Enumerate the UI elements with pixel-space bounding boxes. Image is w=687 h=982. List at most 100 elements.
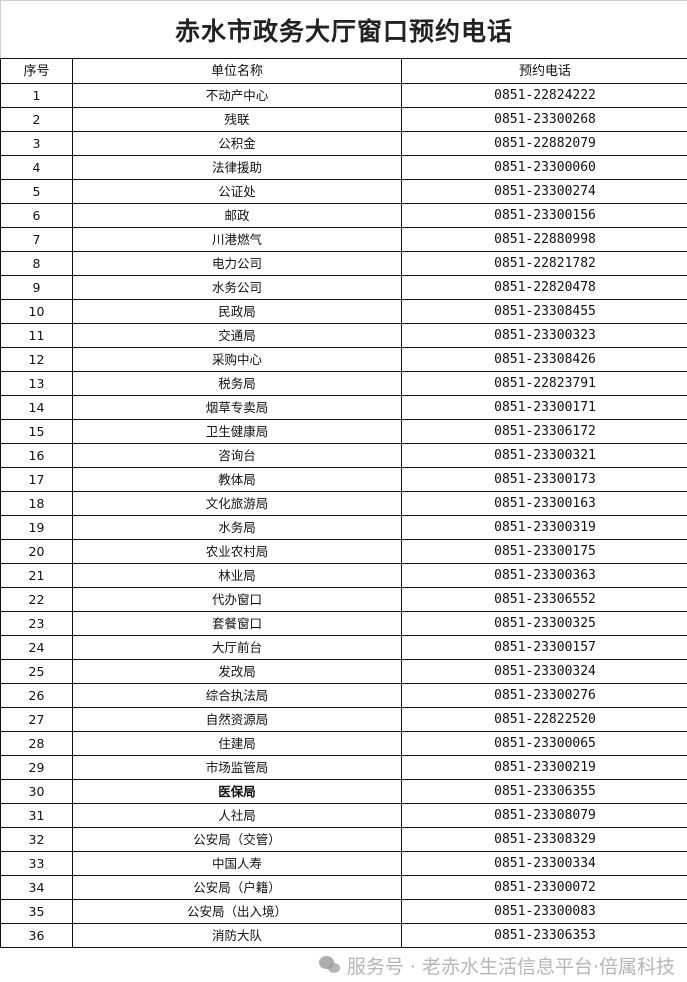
- cell-name: 公积金: [73, 132, 402, 156]
- cell-phone: 0851-23300268: [402, 108, 687, 132]
- cell-phone: 0851-23300163: [402, 492, 687, 516]
- cell-no: 2: [1, 108, 73, 132]
- cell-name: 发改局: [73, 660, 402, 684]
- cell-name: 林业局: [73, 564, 402, 588]
- cell-phone: 0851-23300065: [402, 732, 687, 756]
- cell-no: 35: [1, 900, 73, 924]
- cell-name: 教体局: [73, 468, 402, 492]
- cell-phone: 0851-23306353: [402, 924, 687, 948]
- cell-name: 公安局（交管）: [73, 828, 402, 852]
- cell-phone: 0851-23300072: [402, 876, 687, 900]
- cell-no: 11: [1, 324, 73, 348]
- cell-phone: 0851-23300219: [402, 756, 687, 780]
- cell-phone: 0851-22821782: [402, 252, 687, 276]
- cell-name: 中国人寿: [73, 852, 402, 876]
- cell-phone: 0851-23300083: [402, 900, 687, 924]
- cell-name: 川港燃气: [73, 228, 402, 252]
- cell-phone: 0851-23300334: [402, 852, 687, 876]
- cell-name: 消防大队: [73, 924, 402, 948]
- cell-name: 代办窗口: [73, 588, 402, 612]
- cell-phone: 0851-22824222: [402, 84, 687, 108]
- cell-phone: 0851-23308079: [402, 804, 687, 828]
- cell-no: 8: [1, 252, 73, 276]
- cell-no: 5: [1, 180, 73, 204]
- cell-phone: 0851-22820478: [402, 276, 687, 300]
- cell-phone: 0851-23300319: [402, 516, 687, 540]
- cell-phone: 0851-22823791: [402, 372, 687, 396]
- header-phone: 预约电话: [402, 59, 687, 84]
- header-no: 序号: [1, 59, 73, 84]
- cell-name: 文化旅游局: [73, 492, 402, 516]
- cell-name: 住建局: [73, 732, 402, 756]
- table-header-row: 序号 单位名称 预约电话: [1, 59, 687, 84]
- cell-phone: 0851-22880998: [402, 228, 687, 252]
- header-name: 单位名称: [73, 59, 402, 84]
- cell-no: 23: [1, 612, 73, 636]
- cell-name: 邮政: [73, 204, 402, 228]
- cell-phone: 0851-23300321: [402, 444, 687, 468]
- cell-name: 电力公司: [73, 252, 402, 276]
- cell-no: 3: [1, 132, 73, 156]
- cell-name: 水务局: [73, 516, 402, 540]
- cell-no: 20: [1, 540, 73, 564]
- cell-name: 水务公司: [73, 276, 402, 300]
- cell-no: 17: [1, 468, 73, 492]
- cell-phone: 0851-23300171: [402, 396, 687, 420]
- cell-name: 税务局: [73, 372, 402, 396]
- cell-no: 32: [1, 828, 73, 852]
- cell-name: 套餐窗口: [73, 612, 402, 636]
- cell-no: 27: [1, 708, 73, 732]
- cell-no: 29: [1, 756, 73, 780]
- cell-name: 自然资源局: [73, 708, 402, 732]
- cell-no: 25: [1, 660, 73, 684]
- cell-no: 33: [1, 852, 73, 876]
- cell-name: 公证处: [73, 180, 402, 204]
- cell-name: 医保局: [73, 780, 402, 804]
- cell-phone: 0851-22822520: [402, 708, 687, 732]
- cell-no: 1: [1, 84, 73, 108]
- cell-no: 36: [1, 924, 73, 948]
- cell-name: 烟草专卖局: [73, 396, 402, 420]
- document-title: 赤水市政务大厅窗口预约电话: [0, 0, 687, 58]
- cell-phone: 0851-23300274: [402, 180, 687, 204]
- cell-no: 16: [1, 444, 73, 468]
- cell-name: 公安局（户籍）: [73, 876, 402, 900]
- cell-no: 6: [1, 204, 73, 228]
- cell-no: 30: [1, 780, 73, 804]
- watermark: 服务号 · 老赤水生活信息平台·倍属科技: [319, 952, 687, 979]
- cell-no: 7: [1, 228, 73, 252]
- cell-name: 法律援助: [73, 156, 402, 180]
- cell-phone: 0851-23300276: [402, 684, 687, 708]
- cell-phone: 0851-23308426: [402, 348, 687, 372]
- cell-no: 22: [1, 588, 73, 612]
- cell-phone: 0851-23306552: [402, 588, 687, 612]
- cell-name: 人社局: [73, 804, 402, 828]
- cell-phone: 0851-23300175: [402, 540, 687, 564]
- cell-no: 31: [1, 804, 73, 828]
- cell-name: 大厅前台: [73, 636, 402, 660]
- cell-no: 28: [1, 732, 73, 756]
